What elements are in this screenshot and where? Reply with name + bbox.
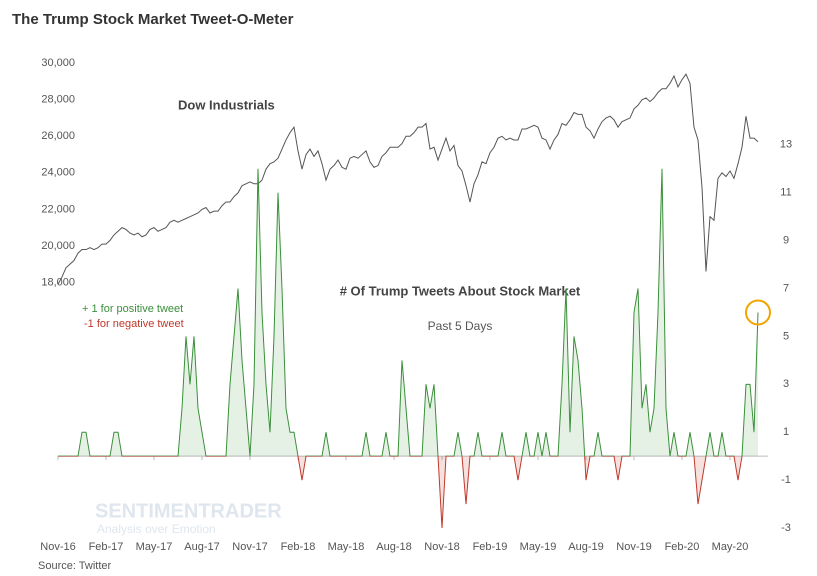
y-tick-label: 30,000: [41, 57, 75, 69]
x-tick-label: Aug-19: [568, 541, 603, 553]
x-tick-label: Feb-17: [89, 541, 124, 553]
negative-note: -1 for negative tweet: [84, 318, 184, 330]
x-tick-label: Nov-19: [616, 541, 651, 553]
y2-tick-label: 11: [780, 187, 791, 199]
x-tick-label: Aug-17: [184, 541, 219, 553]
x-tick-label: May-17: [136, 541, 173, 553]
x-tick-label: May-19: [520, 541, 557, 553]
negative-area: [58, 456, 758, 529]
x-tick-label: Aug-18: [376, 541, 411, 553]
y-tick-label: 24,000: [41, 167, 75, 179]
dow-label: Dow Industrials: [178, 97, 275, 112]
y-tick-label: 26,000: [41, 130, 75, 142]
y2-tick-label: 5: [783, 330, 789, 342]
y2-tick-label: 7: [783, 282, 789, 294]
highlight-circle: [745, 299, 771, 326]
x-tick-label: Nov-16: [40, 541, 75, 553]
positive-area: [78, 168, 758, 457]
tweets-label: # Of Trump Tweets About Stock Market: [340, 283, 581, 298]
positive-line: [58, 168, 759, 457]
x-tick-label: Feb-19: [473, 541, 508, 553]
y2-tick-label: -1: [781, 474, 791, 486]
y2-tick-label: 9: [783, 235, 789, 247]
x-tick-label: Feb-18: [281, 541, 316, 553]
x-tick-label: Nov-18: [424, 541, 459, 553]
y2-tick-label: 13: [780, 139, 792, 151]
y-tick-label: 18,000: [41, 276, 75, 288]
x-tick-label: May-20: [712, 541, 749, 553]
y-tick-label: 22,000: [41, 203, 75, 215]
x-tick-label: Nov-17: [232, 541, 267, 553]
negative-line: [58, 456, 743, 529]
x-tick-label: Feb-20: [665, 541, 700, 553]
y2-tick-label: -3: [781, 522, 791, 534]
watermark: SENTIMENTRADER: [95, 500, 282, 522]
source: Source: Twitter: [38, 560, 111, 572]
y2-tick-label: 3: [783, 378, 789, 390]
y2-tick-label: 1: [783, 426, 789, 438]
y-tick-label: 28,000: [41, 94, 75, 106]
tweets-subtitle: Past 5 Days: [428, 319, 493, 333]
positive-note: + 1 for positive tweet: [82, 303, 183, 315]
watermark-tagline: Analysis over Emotion: [97, 522, 216, 536]
y-tick-label: 20,000: [41, 240, 75, 252]
dow-line: [57, 73, 759, 285]
chart-title: The Trump Stock Market Tweet-O-Meter: [12, 11, 294, 28]
x-tick-label: May-18: [328, 541, 365, 553]
